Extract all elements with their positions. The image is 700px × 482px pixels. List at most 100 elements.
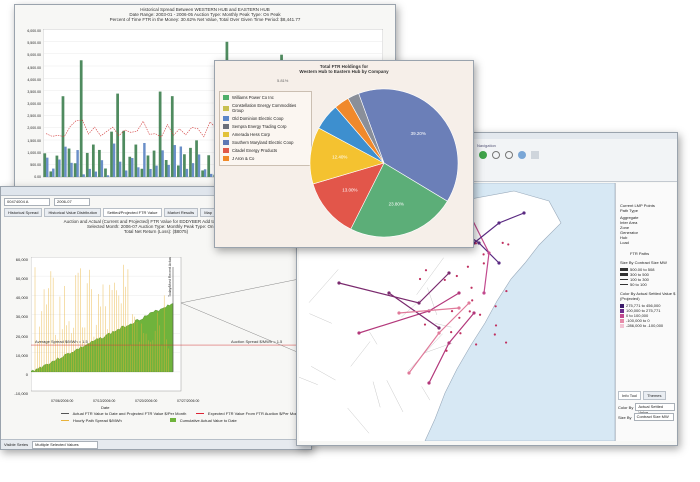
pie-slice [347,93,385,164]
bar [203,169,207,177]
toolbar [1,187,311,196]
lmp-point [504,341,508,344]
color-by-label: Color By [618,404,634,410]
y-tick-label: 1,000.00 [27,150,41,155]
annotation-average-spread: Average Spread $/MWh = 1.5 [35,339,89,344]
tab-historical-value-distribution[interactable]: Historical Value Distribution [44,208,102,217]
ftr-path [388,292,440,329]
pie-slice-label: 39.20% [411,131,426,136]
bar [43,153,47,177]
refresh-icon[interactable] [505,151,513,159]
size-legend-row: 500.00 to 508 [620,267,676,272]
legend-area-icon [169,418,176,422]
pie-legend-item: Old Dominion Electric Coop [223,116,309,121]
bar [152,150,156,177]
state-border [408,333,443,372]
size-legend-row: 100 to 300 [620,277,676,282]
lmp-point [497,261,501,265]
tab-settled-projected-value[interactable]: Settled/Projected FTR Value [103,208,162,217]
pie-legend-label: J Aron & Co [232,156,255,161]
pie-legend: Williams Power Co Inc Constellation Energ… [219,91,312,166]
tab-historical-spread[interactable]: Historical Spread [4,208,43,217]
y-tick-label: 0 [25,371,28,377]
y-tick-label: 6,000.00 [27,29,41,33]
color-legend-row: 0 to 100,000 [620,313,676,318]
lmp-point [468,310,471,313]
legend-item: Cumulative Actual Value to Date [179,418,237,423]
bar [201,170,204,177]
lmp-point [437,326,441,330]
lmp-point [475,343,478,346]
color-legend-row: -286,000 to -100,000 [620,323,676,328]
size-line-icon [620,268,628,271]
lmp-point [443,278,446,282]
legend-swatch [223,156,229,161]
bar [158,91,162,177]
size-by-select[interactable]: Contract Size MW [633,413,674,421]
bar [155,165,158,177]
zoom-icon[interactable] [492,151,500,159]
ftr-paths-label: FTR Paths [630,251,650,256]
visible-series-select[interactable]: Multiple Selected Values [32,440,99,449]
bar [179,146,183,177]
size-legend-row: 50 to 100 [620,282,676,287]
legend-swatch [223,116,229,121]
pie-legend-label: Williams Power Co Inc [232,95,274,100]
state-border [416,257,444,295]
legend-line-icon [61,420,69,421]
lmp-point [494,305,497,308]
tab-market-results[interactable]: Market Results [163,208,199,217]
globe-icon[interactable] [518,151,526,159]
y-tick-label: 4,000.00 [27,77,41,82]
bar [106,175,110,177]
size-legend-label: 300 to 500 [630,272,649,277]
pie-legend-item: Amerada Hess Corp [223,132,309,137]
y-tick-label: 0.00 [34,175,41,179]
lmp-point [417,301,421,305]
size-legend-label: 50 to 100 [630,282,647,287]
grid-icon[interactable] [531,151,539,159]
tab-themes[interactable]: Themes [643,391,666,400]
annotation-auction-spread: Auction Spread $/MWh = 1.5 [231,339,283,344]
lmp-point [494,324,498,327]
y-tick-label: 40,000 [15,295,28,301]
lmp-point [447,341,451,345]
lmp-point [478,313,482,316]
color-by-select[interactable]: Actual Settled Value [635,403,676,415]
bar [124,170,128,177]
color-legend-label: 100,000 to 275,771 [626,308,661,313]
lmp-point [457,291,461,295]
y-tick-label: 1,500.00 [27,138,41,143]
bar [46,157,49,177]
legend-swatch [223,132,229,137]
pie-slice-label: 12.40% [332,155,347,160]
tab-info-tool[interactable]: Info Tool [618,391,642,400]
info-controls: Info Tool Themes Color By Actual Settled… [616,391,676,421]
bar [167,164,170,177]
lmp-point [337,281,341,285]
legend-item: Actual FTR Value to Date and Projected F… [72,411,187,416]
legend-subtitle: Path Type [620,208,638,213]
y-tick-label: 50,000 [15,276,28,282]
play-icon[interactable] [479,151,487,159]
color-legend-row: 100,000 to 275,771 [620,308,676,313]
bar [91,144,95,177]
state-border [421,386,431,401]
bar [149,168,152,177]
bar [161,150,164,177]
lmp-point [471,299,474,302]
lmp-point [497,221,501,225]
bar [79,60,83,177]
x-tick-label: 07/27/2006 00 [177,399,200,403]
color-by-title: Color By Actual Settled Value $ (Project… [620,291,676,301]
bar [134,144,138,177]
month-field[interactable]: 2006-07 [54,198,90,206]
path-field[interactable]: 00474004 A [4,198,50,206]
map-legend-panel: Current LMP Points Path Type Aggregate In… [615,183,676,441]
lmp-point [522,211,526,215]
pie-legend-item: Citadel Energy Products [223,148,309,153]
legend-type-item: Inter Area [620,220,638,225]
lmp-point [457,306,461,310]
bar [118,161,122,177]
y-tick-label: 3,000.00 [27,102,41,106]
